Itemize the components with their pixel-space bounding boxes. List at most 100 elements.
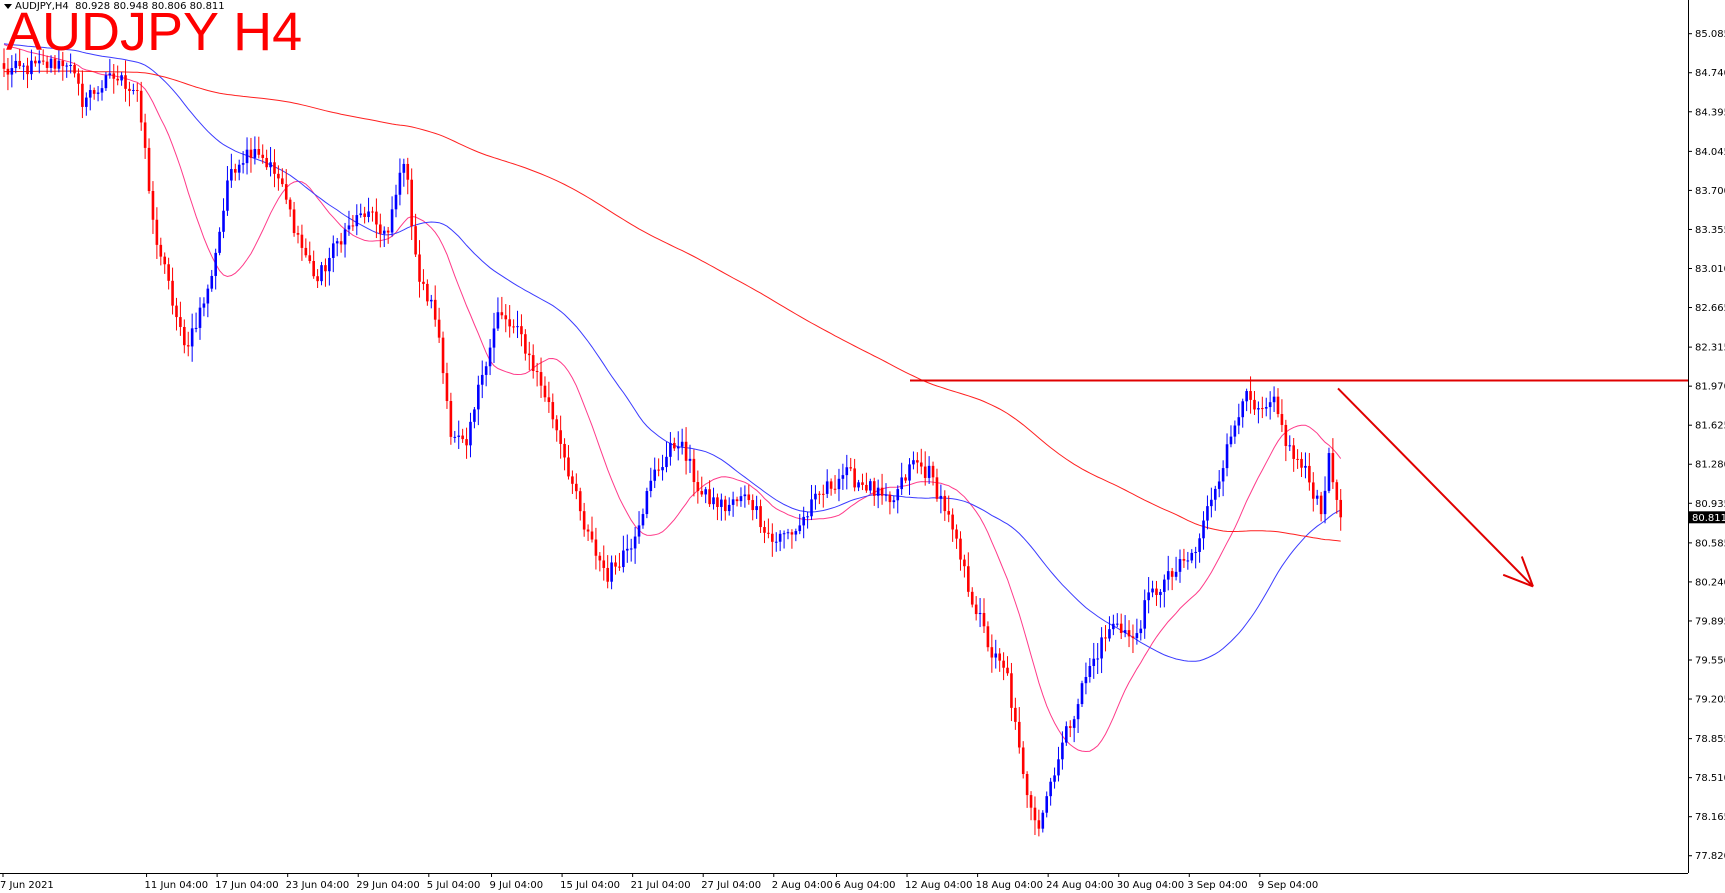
candle-body (790, 532, 794, 535)
candle (496, 297, 500, 331)
dropdown-triangle-icon[interactable] (4, 3, 12, 9)
candle (304, 238, 308, 258)
candle-body (1194, 551, 1197, 553)
time-tick-label: 7 Jun 2021 (0, 880, 54, 891)
candle-body (1261, 408, 1264, 410)
candle (1221, 460, 1225, 497)
candle-body (1014, 707, 1017, 722)
candle (970, 587, 974, 608)
candle (402, 158, 406, 187)
candle-body (896, 489, 900, 501)
candle (1253, 391, 1256, 416)
candle (159, 237, 163, 266)
candle-body (480, 374, 484, 385)
candle-body (1213, 488, 1217, 500)
candle (865, 472, 868, 493)
candle (257, 136, 261, 159)
candle-body (175, 305, 178, 318)
candle-body (206, 288, 210, 304)
candle (680, 428, 684, 455)
candle-body (457, 435, 461, 437)
candle (1182, 548, 1186, 568)
candle-body (1257, 408, 1260, 410)
candle (92, 87, 96, 100)
candle (1065, 721, 1068, 746)
candle (41, 49, 45, 65)
price-tick-label: 81.625 (1695, 421, 1725, 432)
candle (492, 312, 496, 363)
candle (1304, 452, 1307, 479)
candle-body (594, 539, 598, 556)
candle-body (339, 241, 343, 245)
candle-body (1068, 726, 1072, 728)
candle (782, 530, 786, 549)
candle-body (461, 435, 464, 440)
candle (480, 360, 484, 399)
candle-body (473, 409, 476, 422)
candle (1261, 396, 1264, 419)
candle (30, 49, 33, 80)
candle (179, 301, 182, 336)
candle (343, 222, 347, 258)
candle (633, 526, 637, 564)
candle-body (1300, 458, 1303, 468)
candle (1108, 616, 1111, 642)
candle (49, 55, 53, 73)
candle-body (1135, 633, 1139, 639)
candle-body (516, 326, 519, 328)
candle-body (821, 493, 825, 495)
candle-body (978, 612, 982, 615)
candle (57, 46, 61, 73)
price-tick-label: 82.665 (1695, 303, 1725, 314)
candle (1119, 613, 1123, 640)
candle-body (845, 467, 849, 476)
candle (218, 227, 221, 256)
candle-body (429, 299, 433, 302)
candle (861, 473, 864, 491)
candle-body (1159, 591, 1162, 596)
candle-body (1339, 499, 1343, 518)
candle-body (551, 402, 555, 420)
candle-body (402, 163, 406, 173)
candle (379, 213, 382, 248)
candle-body (747, 494, 751, 501)
candle (1029, 791, 1033, 821)
candle-body (249, 149, 253, 158)
symbol-info-bar: AUDJPY,H4 80.928 80.948 80.806 80.811 (4, 1, 225, 12)
candle (69, 53, 72, 74)
candle-body (876, 487, 880, 496)
candle (602, 545, 606, 581)
candle-body (230, 169, 233, 181)
candle-body (1076, 704, 1080, 720)
candle (1163, 574, 1166, 608)
candle (974, 596, 978, 621)
price-tick-label: 78.855 (1695, 734, 1725, 745)
candle-body (14, 60, 18, 69)
candle-body (802, 516, 805, 526)
candle-body (61, 60, 65, 67)
candle-body (618, 566, 621, 568)
candle (10, 55, 14, 88)
candle-body (57, 60, 61, 69)
candle (810, 484, 813, 521)
candle-body (963, 559, 966, 567)
candle (653, 457, 657, 489)
candle-body (190, 328, 194, 347)
candle-body (139, 90, 143, 123)
candle-body (539, 372, 543, 386)
candle-body (226, 180, 229, 211)
candle (896, 485, 900, 514)
candle (53, 55, 57, 75)
ma-line-21 (3, 44, 1342, 753)
candle-body (853, 468, 856, 488)
candle-body (69, 64, 72, 66)
candle-body (1033, 807, 1037, 821)
candle-body (179, 317, 182, 327)
candle (904, 474, 907, 484)
candle-body (1065, 726, 1068, 743)
candle (1339, 489, 1343, 531)
candle (139, 81, 143, 131)
candle-body (1288, 445, 1292, 447)
candle (594, 527, 598, 570)
